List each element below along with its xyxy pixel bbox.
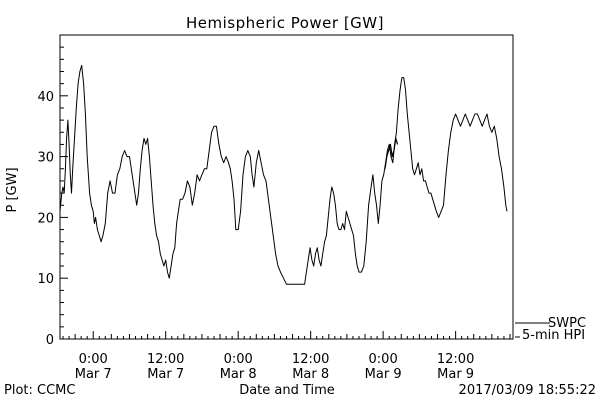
plot-credit: Plot: CCMC — [4, 383, 75, 398]
y-tick-label: 20 — [37, 211, 54, 226]
series-line-swpc — [59, 64, 508, 285]
legend-swpc-label: SWPC — [548, 316, 586, 331]
x-axis-label: Date and Time — [239, 383, 335, 398]
x-tick-label-time: 12:00 — [437, 352, 474, 367]
y-tick-label: 0 — [46, 333, 54, 348]
y-tick-label: 30 — [37, 151, 54, 166]
y-axis: 0 10 20 30 40 — [37, 46, 68, 348]
y-axis-label: P [GW] — [5, 167, 20, 212]
series-line-5-min-hpi — [384, 137, 399, 169]
y-tick-label: 10 — [37, 272, 54, 287]
y-tick-label: 40 — [37, 90, 54, 105]
x-tick-label-date: Mar 9 — [365, 367, 402, 382]
legend: SWPC 5-min HPI — [515, 316, 586, 343]
x-tick-label-time: 12:00 — [292, 352, 329, 367]
x-tick-label-time: 0:00 — [224, 352, 253, 367]
x-tick-label-time: 0:00 — [369, 352, 398, 367]
x-tick-label-date: Mar 7 — [147, 367, 184, 382]
x-tick-label-date: Mar 8 — [292, 367, 329, 382]
x-tick-label-date: Mar 9 — [437, 367, 474, 382]
x-tick-label-date: Mar 7 — [75, 367, 112, 382]
legend-hpi-label: 5-min HPI — [522, 328, 585, 343]
series-layer — [59, 64, 508, 285]
x-tick-label-date: Mar 8 — [220, 367, 257, 382]
plot-timestamp: 2017/03/09 18:55:22 — [459, 383, 596, 398]
x-tick-label-time: 12:00 — [147, 352, 184, 367]
x-tick-label-time: 0:00 — [79, 352, 108, 367]
chart-title: Hemispheric Power [GW] — [186, 14, 384, 32]
